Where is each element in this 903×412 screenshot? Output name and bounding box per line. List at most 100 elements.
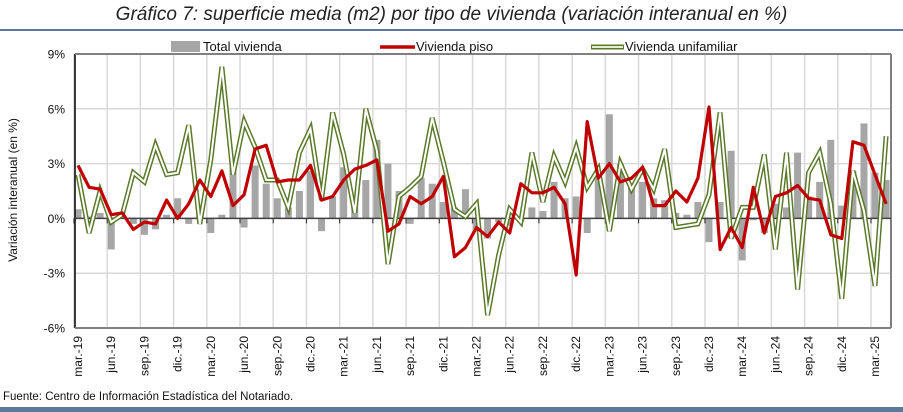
x-tick-label: jun.-22 bbox=[503, 336, 517, 374]
bar bbox=[240, 218, 248, 228]
bar bbox=[251, 165, 259, 219]
bar bbox=[185, 218, 193, 224]
title-divider bbox=[0, 29, 903, 31]
x-tick-label: mar.-25 bbox=[868, 336, 882, 377]
y-tick-label: -3% bbox=[44, 267, 66, 281]
x-tick-label: jun.-19 bbox=[104, 336, 118, 374]
legend-swatch-total-vivienda bbox=[171, 41, 200, 52]
y-tick-labels: -6% -3% 0% 3% 6% 9% bbox=[44, 48, 66, 336]
bar bbox=[406, 218, 414, 224]
bar bbox=[871, 172, 879, 219]
bar bbox=[805, 196, 813, 219]
y-tick-label: 6% bbox=[48, 102, 66, 116]
bar bbox=[705, 218, 713, 243]
y-tick-label: 0% bbox=[48, 212, 66, 226]
bar bbox=[450, 207, 458, 219]
bar bbox=[782, 207, 790, 219]
bar bbox=[273, 198, 281, 219]
bar bbox=[628, 183, 635, 219]
lines bbox=[75, 66, 889, 316]
x-tick-label: mar.-21 bbox=[337, 336, 351, 377]
bar bbox=[428, 183, 436, 219]
bar bbox=[218, 214, 226, 219]
bar bbox=[694, 201, 702, 219]
bar bbox=[484, 218, 492, 239]
bar bbox=[107, 218, 115, 250]
bar bbox=[85, 216, 93, 219]
bar bbox=[439, 201, 447, 219]
bar bbox=[616, 163, 624, 219]
x-tick-label: jun.-21 bbox=[370, 336, 384, 374]
bar bbox=[362, 180, 370, 219]
bar bbox=[594, 172, 602, 219]
bars-total-vivienda bbox=[74, 114, 890, 261]
bar bbox=[318, 218, 326, 232]
bar bbox=[838, 205, 846, 219]
x-tick-label: dic.-20 bbox=[304, 336, 318, 372]
x-tick-label: dic.-22 bbox=[569, 336, 583, 372]
x-tick-label: mar.-24 bbox=[735, 336, 749, 377]
bar bbox=[760, 218, 768, 234]
x-tick-label: sep.-22 bbox=[536, 336, 550, 376]
bar bbox=[384, 163, 392, 219]
y-tick-label: 9% bbox=[48, 48, 66, 62]
bar bbox=[683, 214, 691, 219]
bar bbox=[96, 212, 104, 219]
y-tick-label: 3% bbox=[48, 157, 66, 171]
bar bbox=[528, 207, 536, 219]
bar bbox=[860, 123, 868, 219]
x-tick-label: dic.-23 bbox=[702, 336, 716, 372]
bar bbox=[329, 196, 337, 219]
bar bbox=[262, 183, 270, 219]
line-vivienda-piso bbox=[76, 105, 888, 277]
x-tick-label: sep.-19 bbox=[137, 336, 151, 376]
bar bbox=[174, 198, 182, 219]
y-tick-label: -6% bbox=[44, 322, 66, 336]
x-tick-labels: mar.-19 jun.-19 sep.-19 dic.-19 mar.-20 jun.-… bbox=[71, 336, 882, 377]
x-tick-label: sep.-23 bbox=[669, 336, 683, 376]
bar bbox=[661, 200, 669, 219]
x-tick-label: sep.-20 bbox=[270, 336, 284, 376]
bar bbox=[295, 191, 303, 219]
line-vivienda-unifamiliar-outer bbox=[75, 66, 889, 316]
x-tick-label: mar.-23 bbox=[602, 336, 616, 377]
axes bbox=[73, 53, 892, 329]
bar bbox=[572, 196, 580, 219]
chart-title: Gráfico 7: superficie media (m2) por tip… bbox=[115, 4, 788, 25]
bar bbox=[417, 178, 425, 219]
bar bbox=[639, 181, 647, 219]
bar bbox=[583, 218, 591, 234]
x-tick-label: jun.-23 bbox=[636, 336, 650, 374]
x-tick-label: jun.-24 bbox=[768, 336, 782, 374]
bar bbox=[749, 218, 757, 221]
bar bbox=[650, 198, 658, 219]
legend: Total vivienda Vivienda piso Vivienda unif… bbox=[171, 39, 738, 54]
bar bbox=[495, 218, 503, 223]
bar bbox=[207, 218, 215, 234]
line-vivienda-unifamiliar-inner bbox=[77, 66, 888, 316]
x-tick-label: sep.-21 bbox=[403, 336, 417, 376]
x-tick-label: jun.-20 bbox=[237, 336, 251, 374]
y-axis-label: Variación interanual (en %) bbox=[6, 118, 20, 262]
legend-label-total-vivienda: Total vivienda bbox=[203, 39, 283, 54]
x-tick-label: mar.-22 bbox=[470, 336, 484, 377]
bar bbox=[506, 218, 514, 226]
bar bbox=[129, 218, 137, 224]
source-footnote: Fuente: Centro de Información Estadístic… bbox=[3, 391, 294, 403]
bar bbox=[229, 163, 237, 219]
bar bbox=[373, 139, 381, 219]
x-tick-label: dic.-24 bbox=[835, 336, 849, 372]
bar bbox=[140, 218, 148, 235]
x-tick-label: sep.-24 bbox=[802, 336, 816, 376]
bar bbox=[827, 139, 835, 219]
x-tick-label: mar.-20 bbox=[204, 336, 218, 377]
legend-label-vivienda-unifamiliar: Vivienda unifamiliar bbox=[625, 39, 738, 54]
bar bbox=[306, 170, 314, 219]
bar bbox=[727, 150, 735, 219]
x-tick-label: mar.-19 bbox=[71, 336, 85, 377]
x-tick-label: dic.-21 bbox=[436, 336, 450, 372]
legend-label-vivienda-piso: Vivienda piso bbox=[416, 39, 493, 54]
bar bbox=[340, 167, 348, 219]
bar bbox=[716, 201, 724, 219]
bottom-divider bbox=[0, 407, 903, 412]
